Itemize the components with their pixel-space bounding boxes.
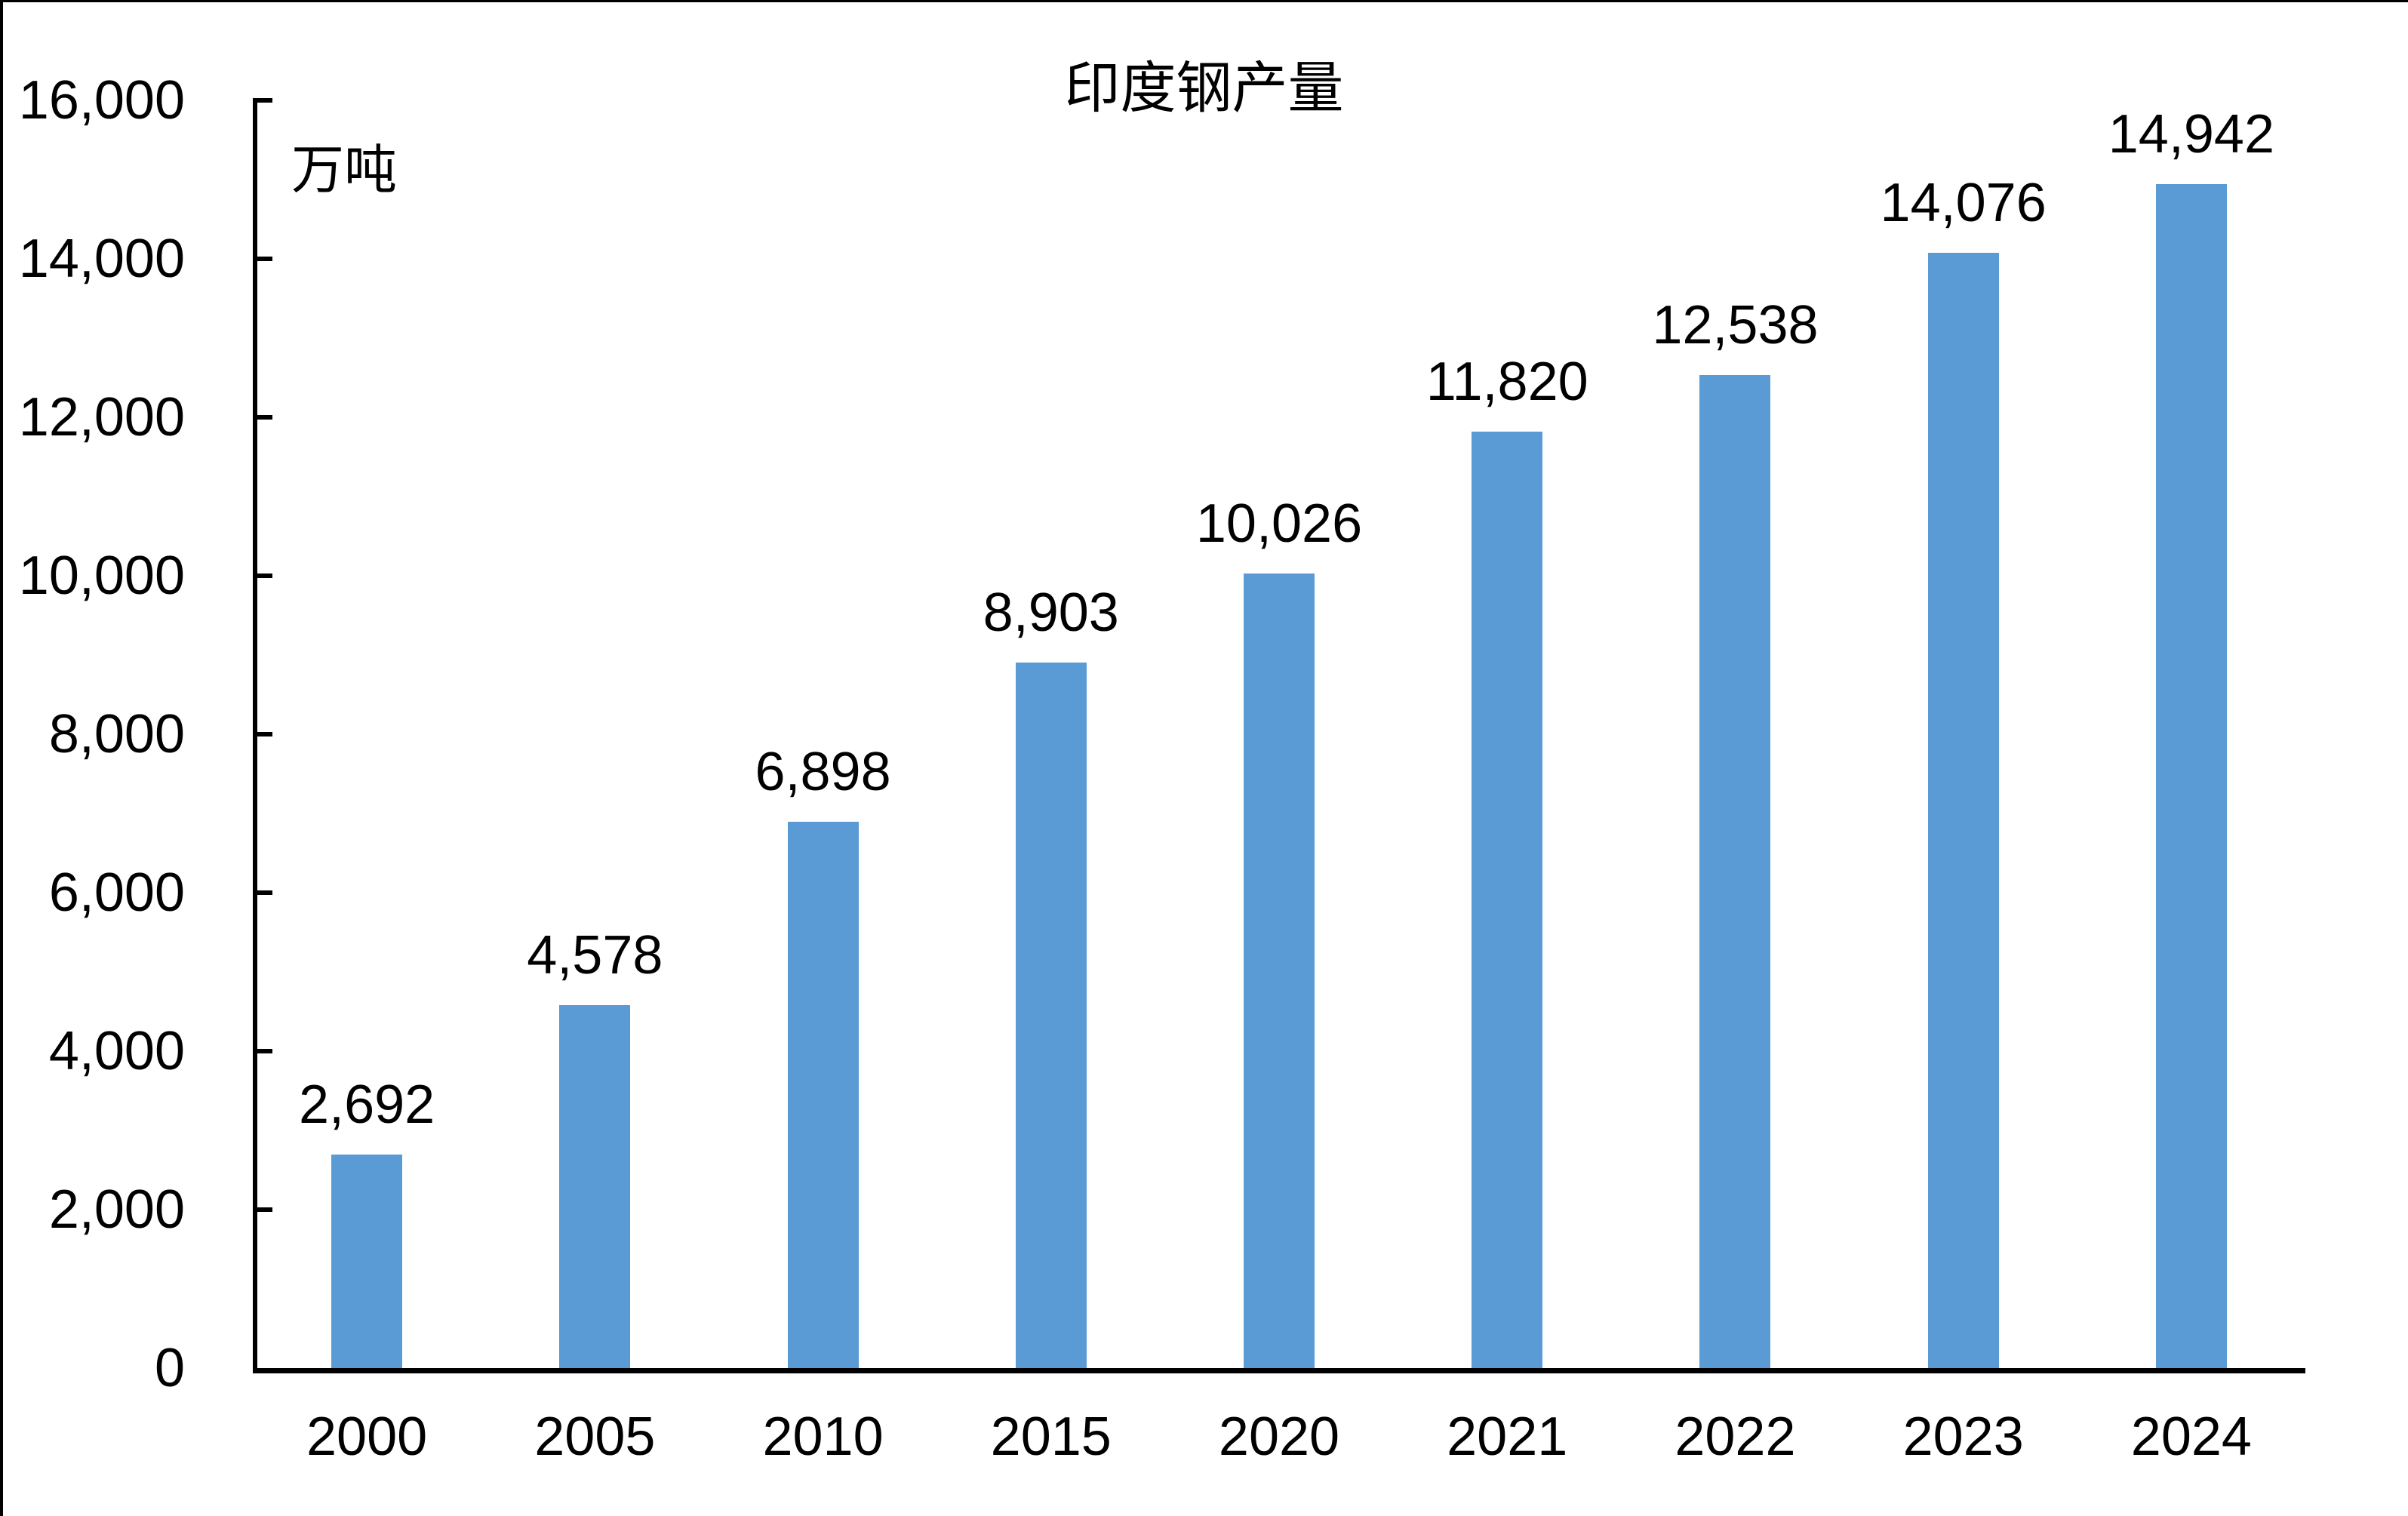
y-axis-tick-label: 14,000 [18, 229, 185, 289]
data-label-2022: 12,538 [1652, 294, 1819, 355]
y-axis-tick [253, 257, 272, 261]
bar-2020 [1244, 573, 1315, 1368]
y-axis-tick-label: 0 [154, 1338, 185, 1398]
data-label-2015: 8,903 [983, 583, 1119, 644]
data-label-2020: 10,026 [1195, 494, 1363, 555]
y-axis-tick [253, 415, 272, 420]
x-axis-label-2000: 2000 [306, 1407, 428, 1467]
data-label-2010: 6,898 [755, 741, 891, 802]
x-axis-label-2015: 2015 [990, 1407, 1112, 1467]
y-axis-line [253, 100, 257, 1373]
x-axis-label-2023: 2023 [1902, 1407, 2024, 1467]
data-label-2000: 2,692 [299, 1075, 435, 1136]
y-axis-tick [253, 1049, 272, 1053]
data-label-2005: 4,578 [527, 925, 663, 986]
x-axis-label-2022: 2022 [1675, 1407, 1796, 1467]
bar-2005 [559, 1005, 631, 1368]
bar-2000 [331, 1155, 403, 1368]
x-axis-label-2021: 2021 [1447, 1407, 1568, 1467]
left-border-line [0, 0, 3, 1516]
y-axis-tick [253, 890, 272, 895]
data-label-2021: 11,820 [1425, 351, 1588, 412]
bar-2015 [1015, 663, 1087, 1368]
y-axis-unit-label: 万吨 [291, 142, 397, 200]
x-axis-label-2024: 2024 [2130, 1407, 2252, 1467]
x-axis-line [253, 1368, 2305, 1373]
y-axis-tick-label: 10,000 [18, 546, 185, 606]
y-axis-tick-label: 2,000 [48, 1179, 185, 1240]
x-axis-label-2020: 2020 [1218, 1407, 1340, 1467]
y-axis-tick-label: 12,000 [18, 387, 185, 447]
bar-2010 [787, 821, 859, 1368]
chart-title: 印度钢产量 [1064, 58, 1344, 120]
data-label-2023: 14,076 [1880, 173, 2047, 234]
y-axis-tick [253, 1207, 272, 1212]
bar-2023 [1927, 253, 1999, 1368]
y-axis-tick [253, 98, 272, 103]
y-axis-tick [253, 732, 272, 736]
y-axis-tick-label: 6,000 [48, 863, 185, 923]
data-label-2024: 14,942 [2108, 104, 2274, 165]
y-axis-tick-label: 4,000 [48, 1021, 185, 1081]
y-axis-tick [253, 573, 272, 578]
bar-2024 [2155, 184, 2227, 1368]
bar-2021 [1472, 431, 1543, 1368]
x-axis-label-2005: 2005 [534, 1407, 656, 1467]
y-axis-tick-label: 8,000 [48, 704, 185, 764]
x-axis-label-2010: 2010 [762, 1407, 884, 1467]
y-axis-tick-label: 16,000 [18, 70, 185, 131]
bar-2022 [1699, 374, 1771, 1368]
top-border-line [0, 0, 2408, 2]
